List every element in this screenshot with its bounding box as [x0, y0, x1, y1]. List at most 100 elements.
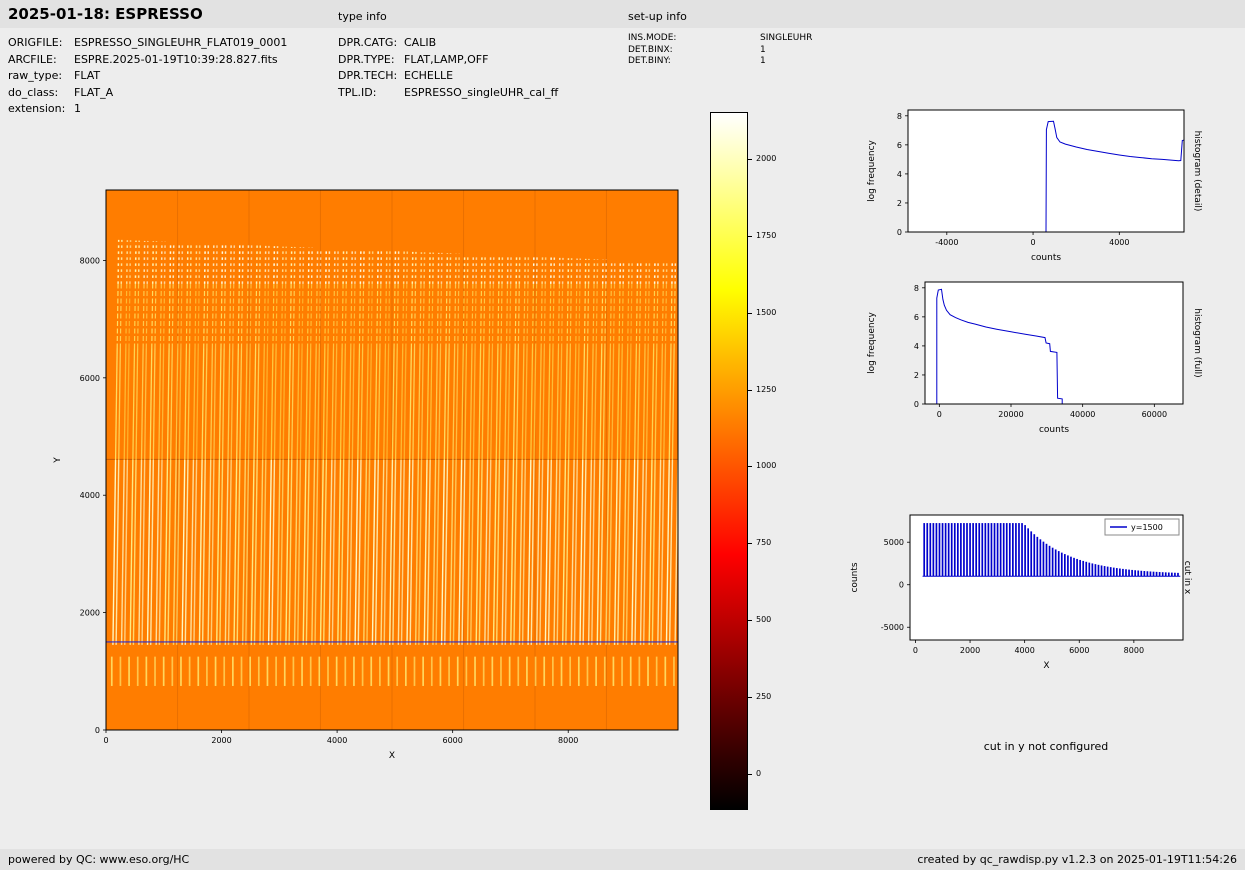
- colorbar-gradient: [710, 112, 748, 810]
- svg-text:0: 0: [899, 581, 904, 590]
- field-value: FLAT_A: [74, 85, 114, 99]
- colorbar-tick-label: 750: [756, 538, 772, 548]
- type-info-heading: type info: [338, 10, 387, 23]
- setup-info-block: INS.MODE: SINGLEUHR DET.BINX: 1 DET.BINY: 1: [628, 33, 812, 68]
- svg-text:histogram (detail): histogram (detail): [1192, 131, 1202, 212]
- colorbar-tick-label: 1250: [756, 384, 777, 394]
- svg-text:0: 0: [914, 400, 919, 409]
- colorbar-tick: [748, 773, 752, 775]
- field-label: DPR.TYPE:: [338, 52, 395, 66]
- raw-image-plot: 0 2000 4000 6000 8000 0 2000 4000 6000 8000 X Y: [53, 189, 679, 761]
- type-info-row: TPL.ID: ESPRESSO_singleUHR_cal_ff: [338, 85, 558, 102]
- cut-in-y-note: cut in y not configured: [983, 740, 1109, 753]
- file-info-row: ORIGFILE: ESPRESSO_SINGLEUHR_FLAT019_0001: [8, 35, 287, 52]
- field-value: 1: [74, 102, 81, 116]
- colorbar: 0 250 500 750 1000 1250 1500 1750 2000: [710, 112, 805, 817]
- svg-text:X: X: [389, 751, 395, 761]
- svg-text:4000: 4000: [327, 736, 347, 745]
- colorbar-tick-label: 500: [756, 615, 772, 625]
- svg-text:60000: 60000: [1142, 410, 1167, 419]
- svg-text:6000: 6000: [442, 736, 462, 745]
- svg-text:log frequency: log frequency: [867, 139, 877, 201]
- svg-text:8: 8: [897, 112, 902, 121]
- header-bar: [0, 0, 1245, 28]
- footer-left: powered by QC: www.eso.org/HC: [8, 853, 190, 866]
- field-label: extension:: [8, 102, 66, 116]
- svg-text:6000: 6000: [1069, 646, 1089, 655]
- field-label: DPR.CATG:: [338, 36, 398, 49]
- field-value: FLAT,LAMP,OFF: [404, 52, 489, 66]
- svg-text:0: 0: [1031, 238, 1036, 247]
- svg-text:counts: counts: [1039, 425, 1069, 435]
- colorbar-tick-label: 1500: [756, 307, 777, 317]
- svg-text:0: 0: [103, 736, 108, 745]
- histogram-detail-plot: -4000 0 4000 0 2 4 6 8 counts log frequency histog…: [867, 109, 1202, 263]
- svg-text:2: 2: [914, 371, 919, 380]
- colorbar-tick-label: 250: [756, 691, 772, 701]
- setup-info-row: INS.MODE: SINGLEUHR: [628, 33, 812, 45]
- colorbar-tick-label: 1000: [756, 461, 777, 471]
- field-value: ESPRESSO_singleUHR_cal_ff: [404, 85, 559, 99]
- svg-text:40000: 40000: [1070, 410, 1095, 419]
- svg-text:0: 0: [937, 410, 942, 419]
- file-info-block: ORIGFILE: ESPRESSO_SINGLEUHR_FLAT019_0001…: [8, 35, 287, 118]
- field-value: 1: [760, 44, 766, 55]
- svg-text:0: 0: [913, 646, 918, 655]
- field-label: DPR.TECH:: [338, 69, 398, 83]
- svg-text:4000: 4000: [1109, 238, 1129, 247]
- type-info-row: DPR.CATG: CALIB: [338, 35, 558, 52]
- svg-text:cut in x: cut in x: [1182, 561, 1192, 595]
- svg-text:counts: counts: [1031, 253, 1061, 263]
- type-info-row: DPR.TECH: ECHELLE: [338, 68, 558, 85]
- raw-image-figure: 0 2000 4000 6000 8000 0 2000 4000 6000 8000 X Y: [40, 183, 700, 783]
- field-value: ECHELLE: [404, 69, 454, 83]
- type-info-row: DPR.TYPE: FLAT,LAMP,OFF: [338, 52, 558, 69]
- field-value: ESPRESSO_SINGLEUHR_FLAT019_0001: [74, 36, 288, 49]
- colorbar-tick-label: 2000: [756, 154, 777, 164]
- file-info-row: ARCFILE: ESPRE.2025-01-19T10:39:28.827.fi…: [8, 52, 287, 69]
- setup-info-row: DET.BINY: 1: [628, 56, 812, 68]
- field-value: ESPRE.2025-01-19T10:39:28.827.fits: [74, 52, 278, 66]
- field-label: raw_type:: [8, 69, 63, 83]
- setup-info-heading: set-up info: [628, 10, 687, 23]
- field-label: DET.BINX:: [628, 44, 673, 55]
- svg-text:8000: 8000: [80, 256, 100, 265]
- colorbar-tick: [748, 389, 752, 391]
- field-label: INS.MODE:: [628, 33, 677, 43]
- svg-text:8: 8: [914, 284, 919, 293]
- svg-text:y=1500: y=1500: [1131, 523, 1163, 532]
- colorbar-tick: [748, 543, 752, 545]
- field-label: DET.BINY:: [628, 56, 671, 66]
- page-title: 2025-01-18: ESPRESSO: [8, 5, 203, 23]
- svg-text:4: 4: [914, 342, 919, 351]
- colorbar-tick: [748, 620, 752, 622]
- svg-text:0: 0: [95, 726, 100, 735]
- colorbar-tick: [748, 312, 752, 314]
- svg-text:4000: 4000: [1014, 646, 1034, 655]
- file-info-row: extension: 1: [8, 101, 287, 118]
- svg-text:2000: 2000: [80, 609, 100, 618]
- field-label: ORIGFILE:: [8, 36, 63, 49]
- colorbar-tick: [748, 466, 752, 468]
- colorbar-tick: [748, 235, 752, 237]
- svg-text:log frequency: log frequency: [867, 311, 877, 373]
- svg-text:histogram (full): histogram (full): [1192, 308, 1202, 377]
- setup-info-row: DET.BINX: 1: [628, 45, 812, 57]
- svg-text:8000: 8000: [558, 736, 578, 745]
- colorbar-tick-label: 0: [756, 768, 762, 778]
- svg-text:-5000: -5000: [881, 623, 904, 632]
- svg-text:0: 0: [897, 228, 902, 237]
- type-info-block: DPR.CATG: CALIB DPR.TYPE: FLAT,LAMP,OFF DP…: [338, 35, 558, 101]
- colorbar-tick: [748, 696, 752, 698]
- svg-text:6: 6: [897, 141, 902, 150]
- svg-text:2000: 2000: [960, 646, 980, 655]
- colorbar-tick-label: 1750: [756, 230, 777, 240]
- histogram-detail-figure: -4000 0 4000 0 2 4 6 8 counts log frequency histog…: [858, 98, 1203, 278]
- histogram-full-plot: 0 20000 40000 60000 0 2 4 6 8 counts log frequency…: [867, 281, 1202, 435]
- svg-text:8000: 8000: [1124, 646, 1144, 655]
- field-label: do_class:: [8, 85, 59, 99]
- svg-text:4: 4: [897, 170, 902, 179]
- field-value: SINGLEUHR: [760, 33, 813, 43]
